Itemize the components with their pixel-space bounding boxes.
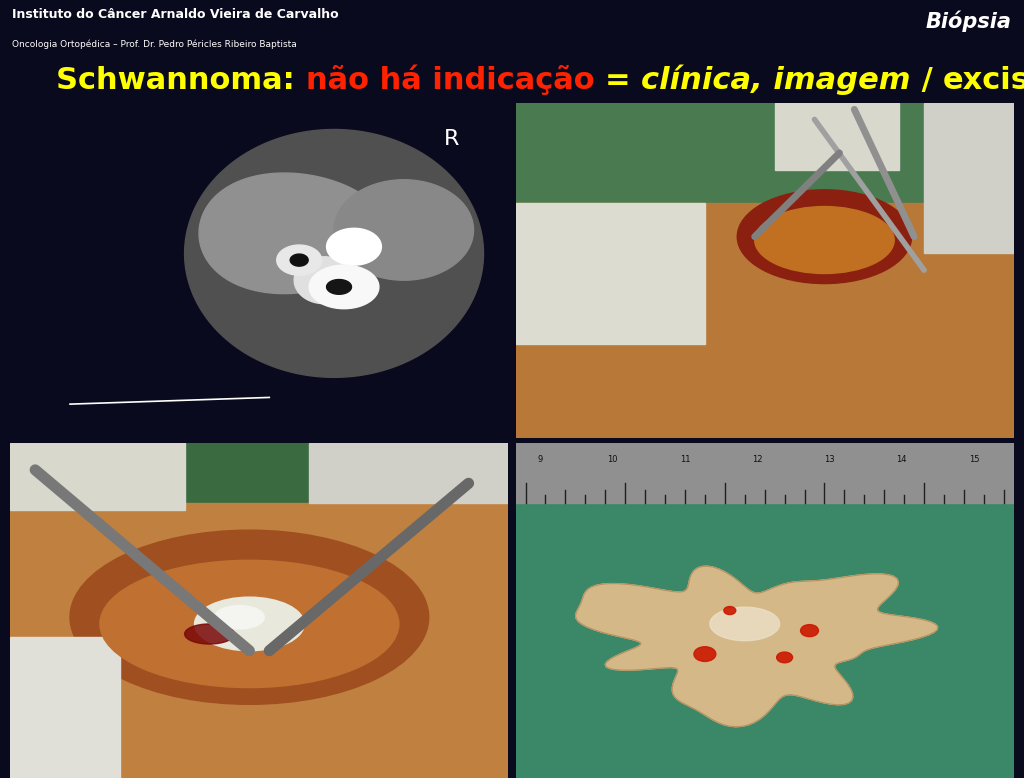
- Text: 12: 12: [752, 455, 763, 464]
- Bar: [10, 443, 184, 510]
- Ellipse shape: [184, 624, 234, 644]
- Text: /: /: [910, 65, 943, 95]
- Text: excisional: excisional: [943, 65, 1024, 95]
- Polygon shape: [294, 257, 354, 303]
- Text: 14: 14: [896, 455, 907, 464]
- Bar: [515, 203, 705, 344]
- Polygon shape: [276, 245, 322, 275]
- Circle shape: [801, 625, 818, 636]
- Text: 9: 9: [538, 455, 543, 464]
- Polygon shape: [290, 254, 308, 266]
- Bar: [515, 103, 1014, 230]
- Bar: [515, 493, 1014, 778]
- Bar: [515, 203, 1014, 437]
- Polygon shape: [309, 265, 379, 309]
- Polygon shape: [327, 228, 381, 265]
- Text: Oncologia Ortopédica – Prof. Dr. Pedro Péricles Ribeiro Baptista: Oncologia Ortopédica – Prof. Dr. Pedro P…: [12, 39, 297, 48]
- Text: =: =: [605, 65, 641, 95]
- Text: 13: 13: [824, 455, 835, 464]
- Ellipse shape: [737, 190, 911, 283]
- Polygon shape: [334, 180, 473, 280]
- Bar: [515, 443, 1014, 503]
- Polygon shape: [575, 566, 938, 727]
- Circle shape: [694, 647, 716, 661]
- Polygon shape: [710, 607, 779, 640]
- Text: 10: 10: [607, 455, 617, 464]
- Bar: [10, 503, 508, 778]
- Circle shape: [776, 652, 793, 663]
- Text: Instituto do Câncer Arnaldo Vieira de Carvalho: Instituto do Câncer Arnaldo Vieira de Ca…: [12, 9, 339, 21]
- Polygon shape: [264, 190, 384, 283]
- Polygon shape: [327, 279, 351, 294]
- Text: não há indicação: não há indicação: [306, 65, 605, 96]
- Bar: [160, 443, 508, 527]
- Ellipse shape: [195, 598, 304, 650]
- Polygon shape: [184, 129, 483, 377]
- Ellipse shape: [755, 206, 894, 274]
- Text: 15: 15: [969, 455, 979, 464]
- Bar: [774, 103, 899, 170]
- Bar: [10, 637, 120, 778]
- Ellipse shape: [70, 530, 429, 704]
- Bar: [924, 103, 1014, 254]
- Circle shape: [724, 607, 736, 615]
- Ellipse shape: [100, 560, 398, 688]
- Text: R: R: [443, 129, 459, 149]
- Polygon shape: [199, 173, 388, 293]
- Text: Schwannoma:: Schwannoma:: [56, 65, 306, 95]
- Text: 11: 11: [680, 455, 690, 464]
- Text: clínica, imagem: clínica, imagem: [641, 65, 910, 96]
- Bar: [309, 443, 508, 503]
- Ellipse shape: [214, 605, 264, 629]
- Text: Biópsia: Biópsia: [926, 10, 1012, 32]
